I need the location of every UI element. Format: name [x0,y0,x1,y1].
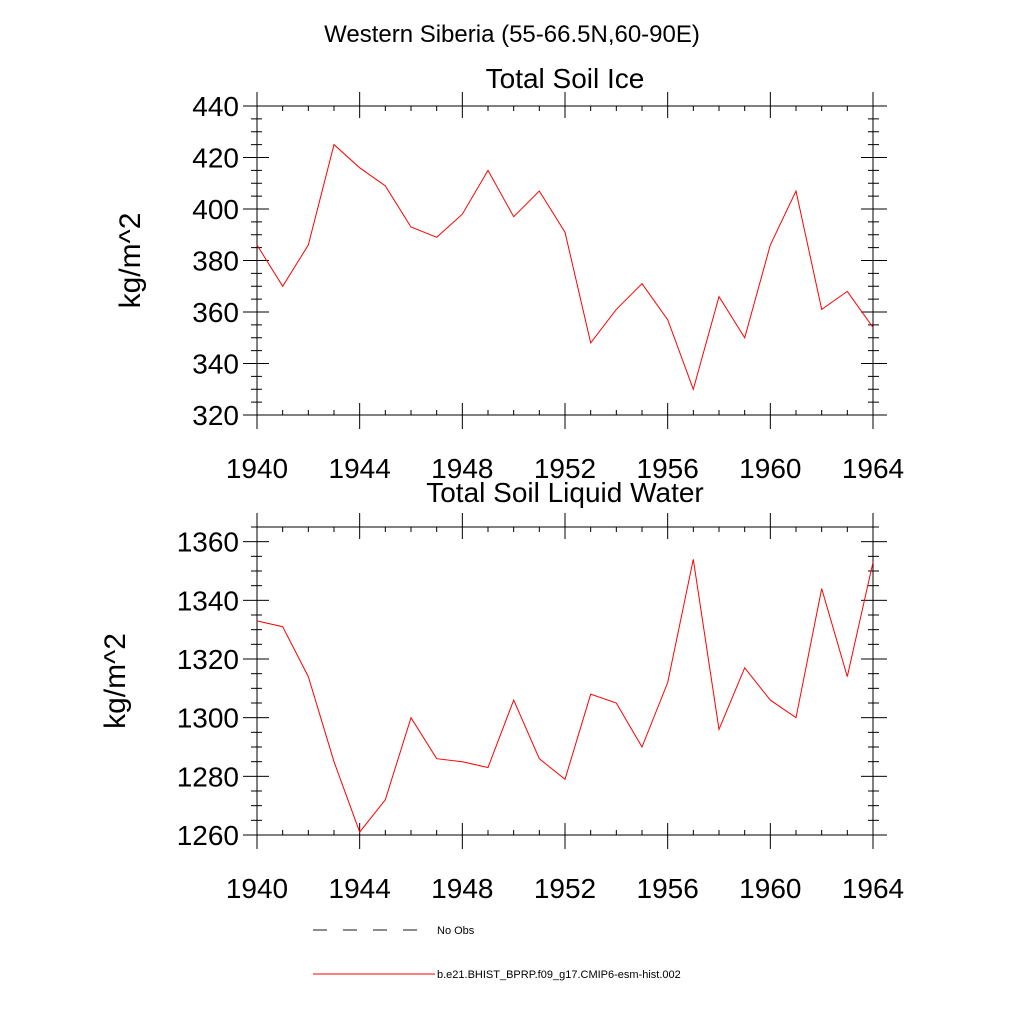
y-tick-label: 380 [192,246,239,277]
y-tick-label: 320 [192,400,239,431]
x-tick-label: 1960 [739,453,801,484]
legend-model-label: b.e21.BHIST_BPRP.f09_g17.CMIP6-esm-hist.… [437,969,681,981]
y-axis-label: kg/m^2 [114,213,147,309]
x-tick-label: 1944 [329,453,391,484]
y-tick-label: 1360 [177,527,239,558]
y-tick-label: 1320 [177,644,239,675]
y-tick-label: 1260 [177,820,239,851]
x-tick-label: 1948 [431,453,493,484]
x-tick-label: 1956 [637,453,699,484]
series-line [256,143,874,391]
plot-frame [256,105,874,416]
y-tick-label: 360 [192,297,239,328]
y-tick-label: 420 [192,143,239,174]
x-tick-label: 1964 [842,873,904,904]
panel-total-soil-ice: Total Soil Ice kg/m^2 1940 1944 1948 1952 1956… [114,63,904,484]
x-tick-label: 1952 [534,873,596,904]
panel-title: Total Soil Liquid Water [426,477,704,508]
legend-no-obs-label: No Obs [437,925,475,937]
plot-frame [256,526,874,836]
x-tick-label: 1960 [739,873,801,904]
figure-title: Western Siberia (55-66.5N,60-90E) [324,21,700,48]
panel-total-soil-liquid-water: Total Soil Liquid Water kg/m^2 1940 1944 194… [99,477,904,904]
x-tick-label: 1944 [329,873,391,904]
y-tick-label: 340 [192,349,239,380]
x-tick-label: 1964 [842,453,904,484]
x-tick-label: 1952 [534,453,596,484]
x-tick-label: 1956 [637,873,699,904]
legend: No Obs b.e21.BHIST_BPRP.f09_g17.CMIP6-es… [313,925,681,981]
series-line [256,559,874,834]
y-axis-label: kg/m^2 [99,633,132,729]
y-tick-label: 400 [192,194,239,225]
y-tick-label: 440 [192,91,239,122]
y-tick-label: 1280 [177,761,239,792]
x-tick-label: 1940 [226,873,288,904]
x-tick-label: 1948 [431,873,493,904]
y-tick-label: 1340 [177,585,239,616]
panel-title: Total Soil Ice [486,63,645,94]
x-tick-label: 1940 [226,453,288,484]
y-tick-label: 1300 [177,703,239,734]
